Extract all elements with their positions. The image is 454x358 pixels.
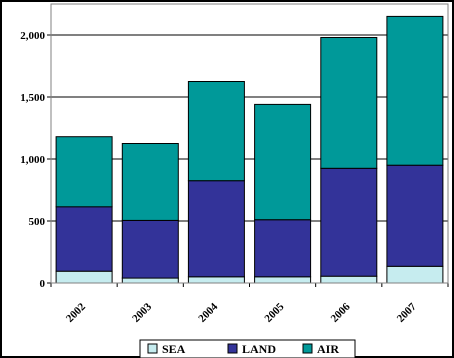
- x-tick-labels: 2002 2003 2004 2005 2006 2007: [64, 301, 419, 325]
- bar-segment-sea-2005: [254, 276, 312, 284]
- axes: [47, 3, 449, 287]
- bar-segment-air-2002: [55, 136, 113, 208]
- x-tick-label: 2003: [130, 301, 154, 325]
- bar-segment-land-2007: [386, 164, 444, 267]
- bar-segment-air-2005: [254, 103, 312, 221]
- y-tick-label: 1,500: [20, 92, 45, 104]
- bar-segment-land-2005: [254, 219, 312, 278]
- legend: SEA LAND AIR: [139, 339, 356, 358]
- bar-segment-sea-2007: [386, 265, 444, 284]
- gridlines: [51, 34, 448, 222]
- bar-segment-sea-2002: [55, 270, 113, 284]
- bar-segment-land-2002: [55, 206, 113, 272]
- y-tick-label: 500: [29, 216, 46, 228]
- plot-area-border: [50, 3, 449, 284]
- x-tick-label: 2004: [196, 301, 220, 325]
- bar-segment-sea-2004: [187, 276, 245, 284]
- y-tick-label: 2,000: [20, 30, 45, 42]
- bar-segment-air-2004: [187, 81, 245, 182]
- bar-segment-land-2003: [121, 219, 179, 279]
- x-tick-label: 2006: [329, 301, 353, 325]
- y-tick-label: 1,000: [20, 154, 45, 166]
- bar-segment-sea-2003: [121, 277, 179, 284]
- bar-segment-land-2006: [320, 167, 378, 277]
- y-tick-labels: 0 500 1,000 1,500 2,000: [20, 30, 45, 290]
- legend-swatch-land: [227, 343, 238, 354]
- bar-segment-air-2003: [121, 143, 179, 221]
- bar-segment-sea-2006: [320, 275, 378, 284]
- bars: [55, 15, 444, 284]
- x-tick-label: 2002: [64, 301, 88, 325]
- legend-label-land: LAND: [242, 342, 276, 356]
- bar-segment-land-2004: [187, 180, 245, 278]
- x-tick-label: 2005: [262, 301, 286, 325]
- legend-box: [139, 339, 356, 358]
- y-tick-label: 0: [40, 278, 46, 290]
- legend-label-sea: SEA: [162, 342, 186, 356]
- legend-swatch-sea: [147, 343, 158, 354]
- legend-swatch-air: [302, 343, 313, 354]
- legend-label-air: AIR: [317, 342, 339, 356]
- bar-segment-air-2007: [386, 15, 444, 166]
- bar-segment-air-2006: [320, 37, 378, 169]
- x-tick-label: 2007: [395, 301, 419, 325]
